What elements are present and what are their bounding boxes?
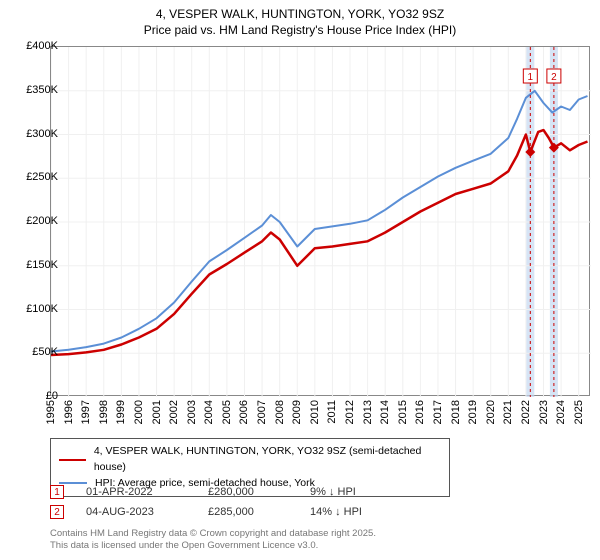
- y-tick-label: £200K: [26, 215, 58, 227]
- sale-price: £280,000: [208, 486, 288, 498]
- y-tick-label: £50K: [32, 346, 58, 358]
- x-tick-label: 2020: [485, 400, 497, 424]
- x-tick-label: 2015: [397, 400, 409, 424]
- chart-title: 4, VESPER WALK, HUNTINGTON, YORK, YO32 9…: [0, 0, 600, 38]
- sale-marker-table: 1 01-APR-2022 £280,000 9% ↓ HPI 2 04-AUG…: [50, 482, 410, 522]
- x-tick-label: 2024: [555, 400, 567, 424]
- x-tick-label: 2022: [520, 400, 532, 424]
- y-tick-label: £150K: [26, 259, 58, 271]
- x-tick-label: 2017: [432, 400, 444, 424]
- x-tick-label: 2008: [274, 400, 286, 424]
- x-tick-label: 2000: [133, 400, 145, 424]
- sale-date: 01-APR-2022: [86, 486, 186, 498]
- x-tick-label: 2023: [538, 400, 550, 424]
- x-tick-label: 2006: [238, 400, 250, 424]
- marker-badge: 2: [50, 505, 64, 519]
- x-tick-label: 2002: [168, 400, 180, 424]
- legend-label: 4, VESPER WALK, HUNTINGTON, YORK, YO32 9…: [94, 444, 441, 476]
- x-tick-label: 2011: [326, 400, 338, 424]
- x-tick-label: 2001: [151, 400, 163, 424]
- x-tick-label: 2009: [291, 400, 303, 424]
- legend-swatch: [59, 459, 86, 461]
- title-line1: 4, VESPER WALK, HUNTINGTON, YORK, YO32 9…: [0, 6, 600, 22]
- y-tick-label: £350K: [26, 84, 58, 96]
- y-tick-label: £100K: [26, 303, 58, 315]
- sale-date: 04-AUG-2023: [86, 506, 186, 518]
- x-tick-label: 2007: [256, 400, 268, 424]
- footer-line: This data is licensed under the Open Gov…: [50, 540, 376, 552]
- x-tick-label: 1996: [63, 400, 75, 424]
- x-tick-label: 1995: [45, 400, 57, 424]
- x-tick-label: 2013: [362, 400, 374, 424]
- x-tick-label: 1998: [98, 400, 110, 424]
- sale-row: 1 01-APR-2022 £280,000 9% ↓ HPI: [50, 482, 410, 502]
- svg-text:2: 2: [551, 72, 557, 83]
- x-tick-label: 2019: [467, 400, 479, 424]
- chart-svg: 12: [51, 47, 591, 397]
- x-tick-label: 2003: [186, 400, 198, 424]
- y-tick-label: £300K: [26, 128, 58, 140]
- x-tick-label: 2016: [414, 400, 426, 424]
- chart-plot-area: 12: [50, 46, 590, 396]
- svg-text:1: 1: [528, 72, 534, 83]
- legend-item: 4, VESPER WALK, HUNTINGTON, YORK, YO32 9…: [59, 444, 441, 476]
- y-tick-label: £250K: [26, 171, 58, 183]
- x-tick-label: 2025: [573, 400, 585, 424]
- x-tick-label: 1999: [115, 400, 127, 424]
- title-line2: Price paid vs. HM Land Registry's House …: [0, 22, 600, 38]
- x-tick-label: 2021: [502, 400, 514, 424]
- y-tick-label: £400K: [26, 40, 58, 52]
- x-tick-label: 2014: [379, 400, 391, 424]
- footer-line: Contains HM Land Registry data © Crown c…: [50, 528, 376, 540]
- x-tick-label: 2018: [450, 400, 462, 424]
- x-tick-label: 2010: [309, 400, 321, 424]
- x-tick-label: 1997: [80, 400, 92, 424]
- sale-delta: 9% ↓ HPI: [310, 486, 410, 498]
- footer: Contains HM Land Registry data © Crown c…: [50, 528, 376, 552]
- x-tick-label: 2005: [221, 400, 233, 424]
- sale-delta: 14% ↓ HPI: [310, 506, 410, 518]
- x-tick-label: 2012: [344, 400, 356, 424]
- sale-price: £285,000: [208, 506, 288, 518]
- sale-row: 2 04-AUG-2023 £285,000 14% ↓ HPI: [50, 502, 410, 522]
- marker-badge: 1: [50, 485, 64, 499]
- x-tick-label: 2004: [203, 400, 215, 424]
